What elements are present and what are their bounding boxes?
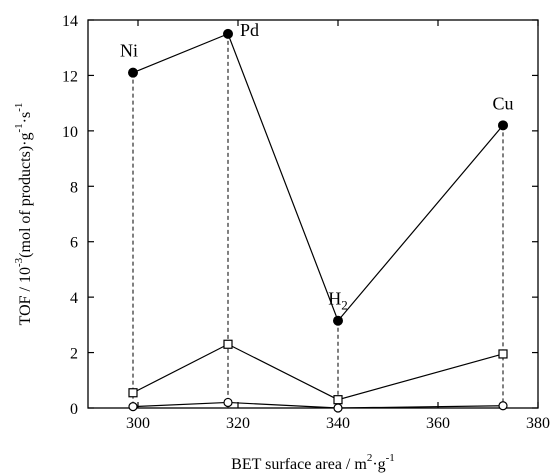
y-axis-title: TOF / 10-3(mol of products)·g-1·s-1: [13, 103, 34, 326]
point-label: Ni: [120, 41, 138, 61]
series-line: [132, 33, 504, 322]
annotation-layer: Ni Pd H2 Cu: [120, 20, 514, 313]
data-point-open-circle: [333, 403, 343, 413]
data-point-filled-circle: [333, 315, 343, 326]
data-point-filled-circle: [223, 28, 233, 39]
data-point-open-square: [498, 349, 508, 359]
x-tick-label: 320: [226, 415, 250, 432]
y-tick-label: 12: [62, 68, 78, 85]
drop-line-layer: [132, 33, 504, 408]
point-label: Pd: [240, 20, 259, 40]
x-tick-label: 300: [126, 415, 150, 432]
series-line: [132, 401, 504, 409]
x-tick-label: 340: [326, 415, 350, 432]
point-label: Cu: [492, 93, 513, 113]
data-point-filled-circle: [128, 67, 138, 78]
x-axis-title: BET surface area / m2·g-1: [231, 452, 395, 473]
point-label: H2: [328, 289, 348, 313]
x-tick-label: 380: [526, 415, 550, 432]
data-point-open-square: [333, 395, 343, 405]
tick-layer: 300 320 340 360 380 0 2 4 6 8 10 12 14: [62, 13, 550, 432]
marker-layer: [128, 28, 508, 413]
series-layer: [132, 33, 504, 409]
y-tick-label: 8: [70, 179, 78, 196]
plot-frame-layer: [87, 19, 539, 409]
data-point-open-circle: [223, 397, 233, 408]
x-tick-label: 360: [426, 415, 450, 432]
data-point-open-circle: [128, 402, 138, 412]
y-tick-label: 0: [70, 401, 78, 418]
y-tick-label: 2: [70, 346, 78, 363]
y-tick-label: 10: [62, 124, 78, 141]
data-point-open-circle: [498, 401, 508, 411]
y-tick-label: 4: [70, 290, 78, 307]
data-point-filled-circle: [498, 120, 508, 131]
y-tick-label: 6: [70, 235, 78, 252]
data-point-open-square: [128, 388, 138, 398]
data-point-open-square: [223, 339, 233, 349]
plot-frame: [87, 19, 539, 409]
series-line: [132, 343, 504, 401]
y-tick-label: 14: [62, 13, 78, 30]
